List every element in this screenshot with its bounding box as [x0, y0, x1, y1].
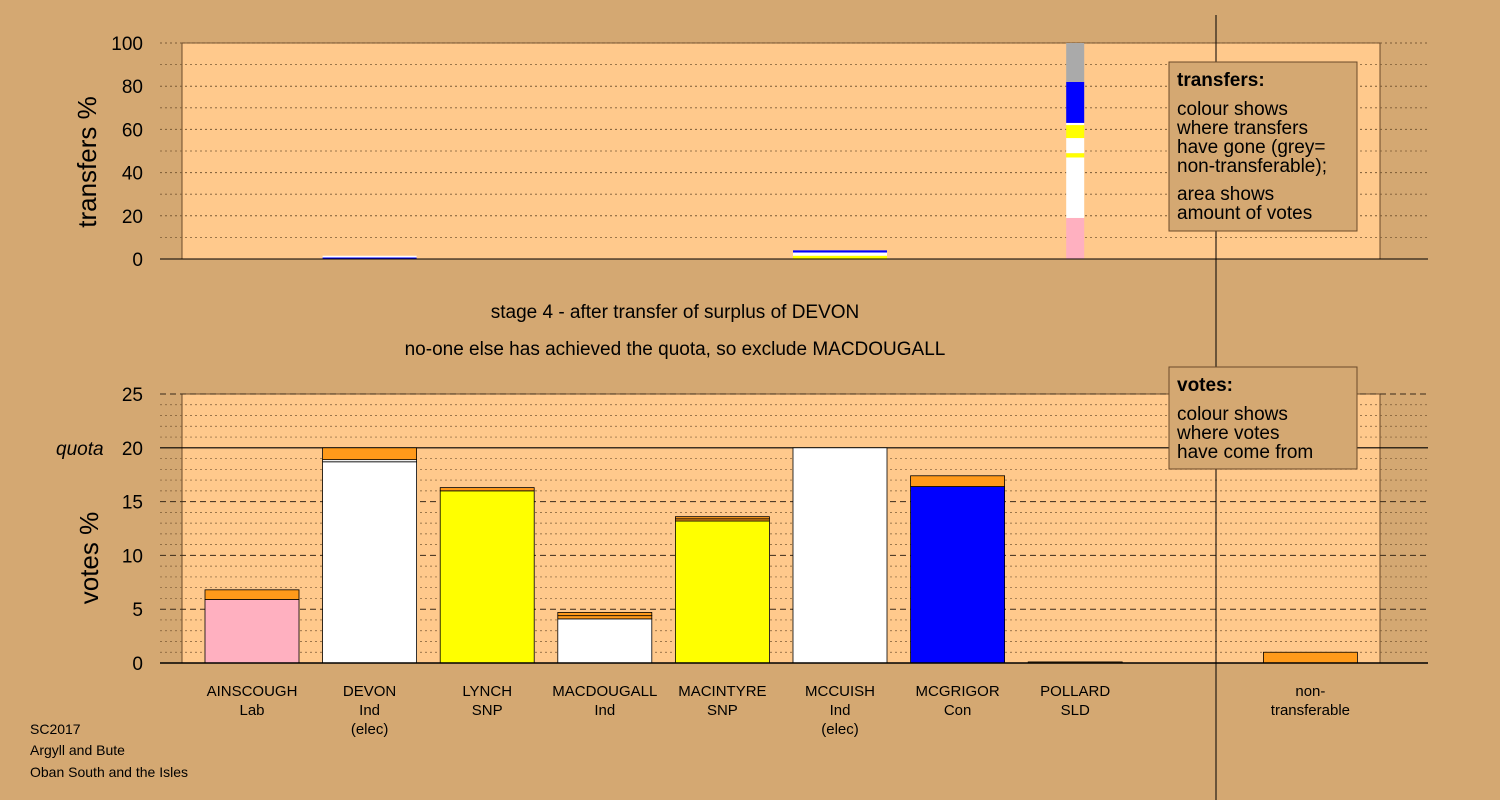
stage-line-1: stage 4 - after transfer of surplus of D…: [491, 302, 860, 323]
candidate-name: MACINTYRE: [678, 683, 766, 700]
y-tick-label: 0: [132, 654, 143, 675]
candidate-party: SNP: [707, 702, 738, 719]
candidate-name: MCCUISH: [805, 683, 875, 700]
transfer-bar-segment: [793, 250, 887, 253]
transfer-bar-segment: [322, 255, 417, 258]
axes: 0 20 40 60 80 100 quota 0 5 10 15 20 25: [56, 34, 1428, 675]
y-tick-label: 10: [122, 546, 143, 567]
vote-bar-segment: [557, 615, 653, 620]
vote-bar-segment: [439, 487, 535, 492]
y-tick-label: 100: [111, 34, 143, 55]
votes-legend-line: have come from: [1177, 442, 1313, 463]
candidate-status: (elec): [351, 721, 389, 738]
vote-bar-segment: [557, 618, 653, 664]
y-tick-label: 5: [132, 600, 143, 621]
y-tick-label: 20: [122, 207, 143, 228]
votes-legend: votes: colour shows where votes have com…: [1168, 366, 1358, 470]
footer-line: Oban South and the Isles: [30, 764, 188, 780]
candidate-labels: AINSCOUGH Lab DEVON Ind (elec) LYNCH SNP MACDOU…: [207, 683, 1350, 738]
vote-bar-segment: [439, 490, 535, 664]
candidate-party: transferable: [1271, 702, 1350, 719]
votes-legend-title: votes:: [1177, 375, 1233, 396]
candidate-name: DEVON: [343, 683, 396, 700]
y-tick-label: 0: [132, 250, 143, 271]
candidate-party: Ind: [359, 702, 380, 719]
candidate-name: MACDOUGALL: [552, 683, 657, 700]
y-tick-label: 60: [122, 120, 143, 141]
candidate-party: Lab: [239, 702, 264, 719]
votes-legend-line: colour shows: [1177, 404, 1288, 425]
y-tick-label: 20: [122, 439, 143, 460]
y-tick-label: 40: [122, 164, 143, 185]
transfer-bar-segment: [793, 255, 887, 259]
candidate-party: SNP: [472, 702, 503, 719]
votes-legend-line: where votes: [1176, 423, 1279, 444]
vote-bar-segment: [557, 612, 653, 617]
vote-bar-segment: [322, 461, 418, 664]
bars: [204, 43, 1358, 664]
candidate-name: LYNCH: [462, 683, 512, 700]
y-tick-label: 15: [122, 493, 143, 514]
vote-bar-segment: [675, 516, 770, 520]
transfers-legend-line: colour shows: [1177, 99, 1288, 120]
footer-line: SC2017: [30, 721, 81, 737]
stage-line-2: no-one else has achieved the quota, so e…: [405, 339, 946, 360]
transfers-legend-line: have gone (grey=: [1177, 137, 1325, 158]
transfer-bar-segment: [1066, 43, 1085, 82]
candidate-party: SLD: [1061, 702, 1090, 719]
transfers-legend-line: area shows: [1177, 184, 1274, 205]
transfer-bar-segment: [1066, 138, 1085, 154]
vote-bar-segment: [792, 447, 888, 664]
y-tick-label: 80: [122, 77, 143, 98]
vote-bar-segment: [1263, 651, 1358, 664]
transfers-axis-title: transfers %: [72, 96, 102, 228]
transfer-bar-segment: [1066, 122, 1085, 126]
candidate-name: POLLARD: [1040, 683, 1110, 700]
vote-bar-segment: [910, 486, 1005, 664]
vote-bar-segment: [910, 475, 1005, 487]
candidate-party: Ind: [830, 702, 851, 719]
transfers-legend-line: amount of votes: [1177, 203, 1312, 224]
vote-bar-segment: [204, 599, 300, 664]
transfers-legend-line: where transfers: [1176, 118, 1308, 139]
candidate-name: MCGRIGOR: [916, 683, 1000, 700]
footer-line: Argyll and Bute: [30, 742, 125, 758]
transfers-legend-title: transfers:: [1177, 70, 1265, 91]
quota-label: quota: [56, 439, 104, 460]
candidate-party: Con: [944, 702, 972, 719]
candidate-party: Ind: [594, 702, 615, 719]
vote-bar-segment: [675, 520, 770, 664]
transfers-legend: transfers: colour shows where transfers …: [1168, 61, 1358, 232]
transfer-bar-segment: [1066, 157, 1085, 218]
candidate-name: AINSCOUGH: [207, 683, 298, 700]
candidate-status: (elec): [821, 721, 859, 738]
votes-axis-title: votes %: [74, 512, 104, 605]
transfer-bar-segment: [1066, 125, 1085, 139]
candidate-name: non-: [1295, 683, 1325, 700]
y-tick-label: 25: [122, 385, 143, 406]
vote-bar-segment: [322, 447, 418, 461]
vote-bar-segment: [204, 589, 300, 600]
transfer-bar-segment: [1066, 217, 1085, 259]
transfer-bar-segment: [322, 257, 417, 259]
transfer-bar-segment: [1066, 81, 1085, 123]
transfer-bar-segment: [1066, 153, 1085, 158]
transfer-bar-segment: [793, 252, 887, 256]
transfers-legend-line: non-transferable);: [1177, 156, 1327, 177]
